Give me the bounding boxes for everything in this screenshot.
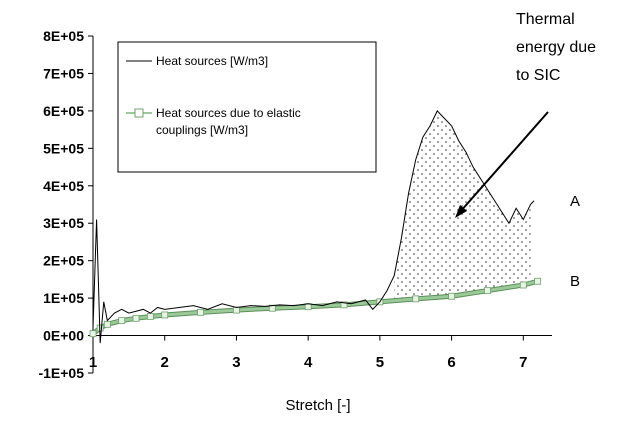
y-tick-label: 4E+05 [43, 178, 84, 194]
shaded-area [394, 110, 531, 301]
data-point-elastic [534, 277, 542, 285]
data-point-elastic [197, 308, 204, 316]
data-point-elastic [484, 287, 491, 295]
annotation-line-1: Thermal [516, 11, 575, 28]
data-point-elastic [412, 295, 420, 303]
data-point-elastic [103, 320, 111, 328]
data-point-elastic [304, 303, 312, 311]
y-tick-label: 8E+05 [43, 28, 84, 44]
x-tick-label: 4 [304, 354, 313, 371]
y-tick-label: 1E+05 [43, 290, 84, 306]
x-tick-label: 2 [161, 354, 169, 371]
x-tick-label: 3 [232, 354, 240, 371]
x-tick-label: 1 [89, 354, 97, 371]
shaded-region-sic [394, 110, 531, 301]
x-axis-label: Stretch [-] [285, 397, 350, 414]
legend-box [117, 41, 377, 173]
legend-swatch-elastic-marker [134, 108, 144, 118]
series-heat-sources-line [92, 110, 535, 344]
legend-label-elastic-line1: Heat sources due to elastic [156, 106, 301, 120]
y-tick-label: 2E+05 [43, 253, 84, 269]
data-series [89, 110, 542, 344]
y-tick-label: -1E+05 [38, 365, 84, 381]
curve-label-a: A [570, 193, 580, 210]
data-point-elastic [448, 292, 455, 300]
y-tick-label: 7E+05 [43, 65, 84, 81]
x-tick-labels: 1 2 3 4 5 6 7 [89, 335, 527, 371]
legend-label-elastic-line2: couplings [W/m3] [156, 123, 248, 137]
annotation-arrow [459, 111, 549, 213]
y-tick-label: 6E+05 [43, 103, 84, 119]
y-tick-label: 0E+00 [43, 328, 84, 344]
data-point-elastic [340, 301, 348, 309]
y-tick-label: 5E+05 [43, 140, 84, 156]
annotation-line-2: energy due [516, 39, 596, 56]
data-point-elastic [519, 281, 527, 289]
x-tick-label: 5 [376, 354, 384, 371]
annotation-thermal-energy: Thermal energy due to SIC [455, 11, 596, 218]
annotation-line-3: to SIC [516, 67, 560, 84]
data-point-elastic [89, 330, 97, 338]
data-point-elastic [233, 306, 240, 314]
x-tick-label: 6 [447, 354, 455, 371]
annotation-arrowhead [455, 205, 467, 218]
data-point-elastic [118, 317, 126, 324]
legend: Heat sources [W/m3] Heat sources due to … [117, 41, 377, 173]
x-tick-label: 7 [519, 354, 527, 371]
y-tick-label: 3E+05 [43, 215, 84, 231]
data-point-elastic [132, 314, 140, 322]
y-tick-labels: -1E+05 0E+00 1E+05 2E+05 3E+05 4E+05 5E+05 6E+0… [38, 28, 93, 381]
curve-label-b: B [570, 273, 580, 290]
data-point-elastic [146, 313, 154, 320]
data-point-elastic [161, 311, 169, 319]
legend-label-heat-sources: Heat sources [W/m3] [156, 54, 268, 68]
